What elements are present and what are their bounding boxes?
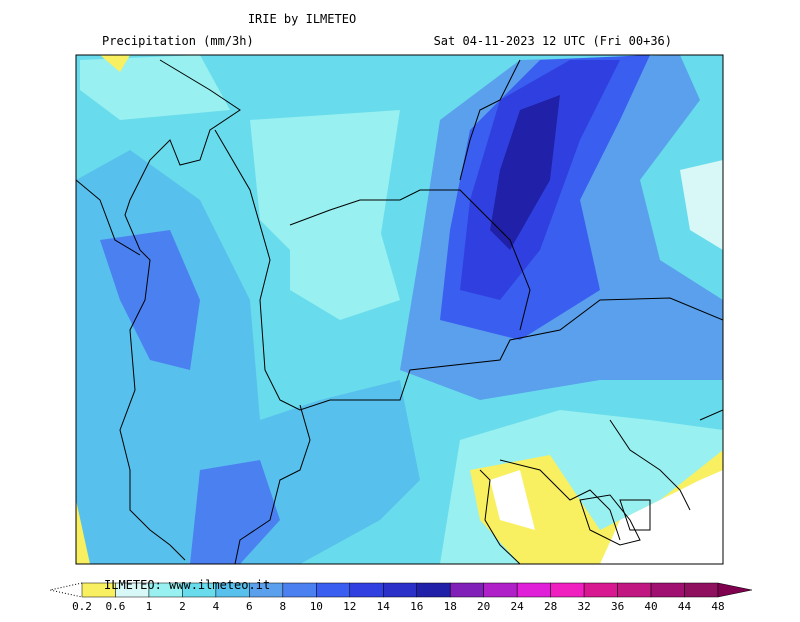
colorbar-segment <box>650 582 685 598</box>
colorbar-segment <box>449 582 484 598</box>
colorbar-label: 44 <box>678 600 692 613</box>
colorbar-label: 0.2 <box>72 600 92 613</box>
colorbar-segment <box>349 582 384 598</box>
colorbar-label: 2 <box>179 600 186 613</box>
colorbar-segment <box>516 582 551 598</box>
colorbar-label: 6 <box>246 600 253 613</box>
colorbar-label: 32 <box>577 600 590 613</box>
subtitle: Precipitation (mm/3h) <box>102 34 254 48</box>
colorbar-segment <box>684 582 719 598</box>
colorbar-under <box>49 582 83 598</box>
colorbar-label: 10 <box>310 600 323 613</box>
colorbar-segment <box>316 582 351 598</box>
colorbar-label: 24 <box>511 600 525 613</box>
colorbar: 0.2 0.6 1 2 4 6 8 10 12 14 16 18 20 24 28 32 36 40 44 48 <box>49 582 753 613</box>
colorbar-over <box>717 582 753 598</box>
colorbar-segment <box>583 582 618 598</box>
colorbar-label: 16 <box>410 600 423 613</box>
colorbar-segment <box>416 582 451 598</box>
title: IRIE by ILMETEO <box>248 12 356 26</box>
colorbar-segment <box>483 582 518 598</box>
colorbar-label: 8 <box>280 600 287 613</box>
colorbar-label: 18 <box>444 600 457 613</box>
colorbar-segment <box>617 582 652 598</box>
valid-time: Sat 04-11-2023 12 UTC (Fri 00+36) <box>434 34 672 48</box>
map-frame <box>75 54 724 565</box>
colorbar-label: 48 <box>711 600 724 613</box>
colorbar-label: 20 <box>477 600 490 613</box>
credit: ILMETEO: www.ilmeteo.it <box>104 578 270 592</box>
colorbar-label: 28 <box>544 600 557 613</box>
colorbar-label: 4 <box>213 600 220 613</box>
colorbar-segment <box>282 582 317 598</box>
colorbar-label: 40 <box>644 600 657 613</box>
colorbar-label: 1 <box>146 600 153 613</box>
colorbar-label: 12 <box>343 600 356 613</box>
colorbar-segment <box>550 582 585 598</box>
colorbar-segment <box>383 582 417 598</box>
colorbar-label: 0.6 <box>106 600 126 613</box>
map <box>76 55 723 564</box>
colorbar-label: 14 <box>377 600 391 613</box>
colorbar-label: 36 <box>611 600 624 613</box>
